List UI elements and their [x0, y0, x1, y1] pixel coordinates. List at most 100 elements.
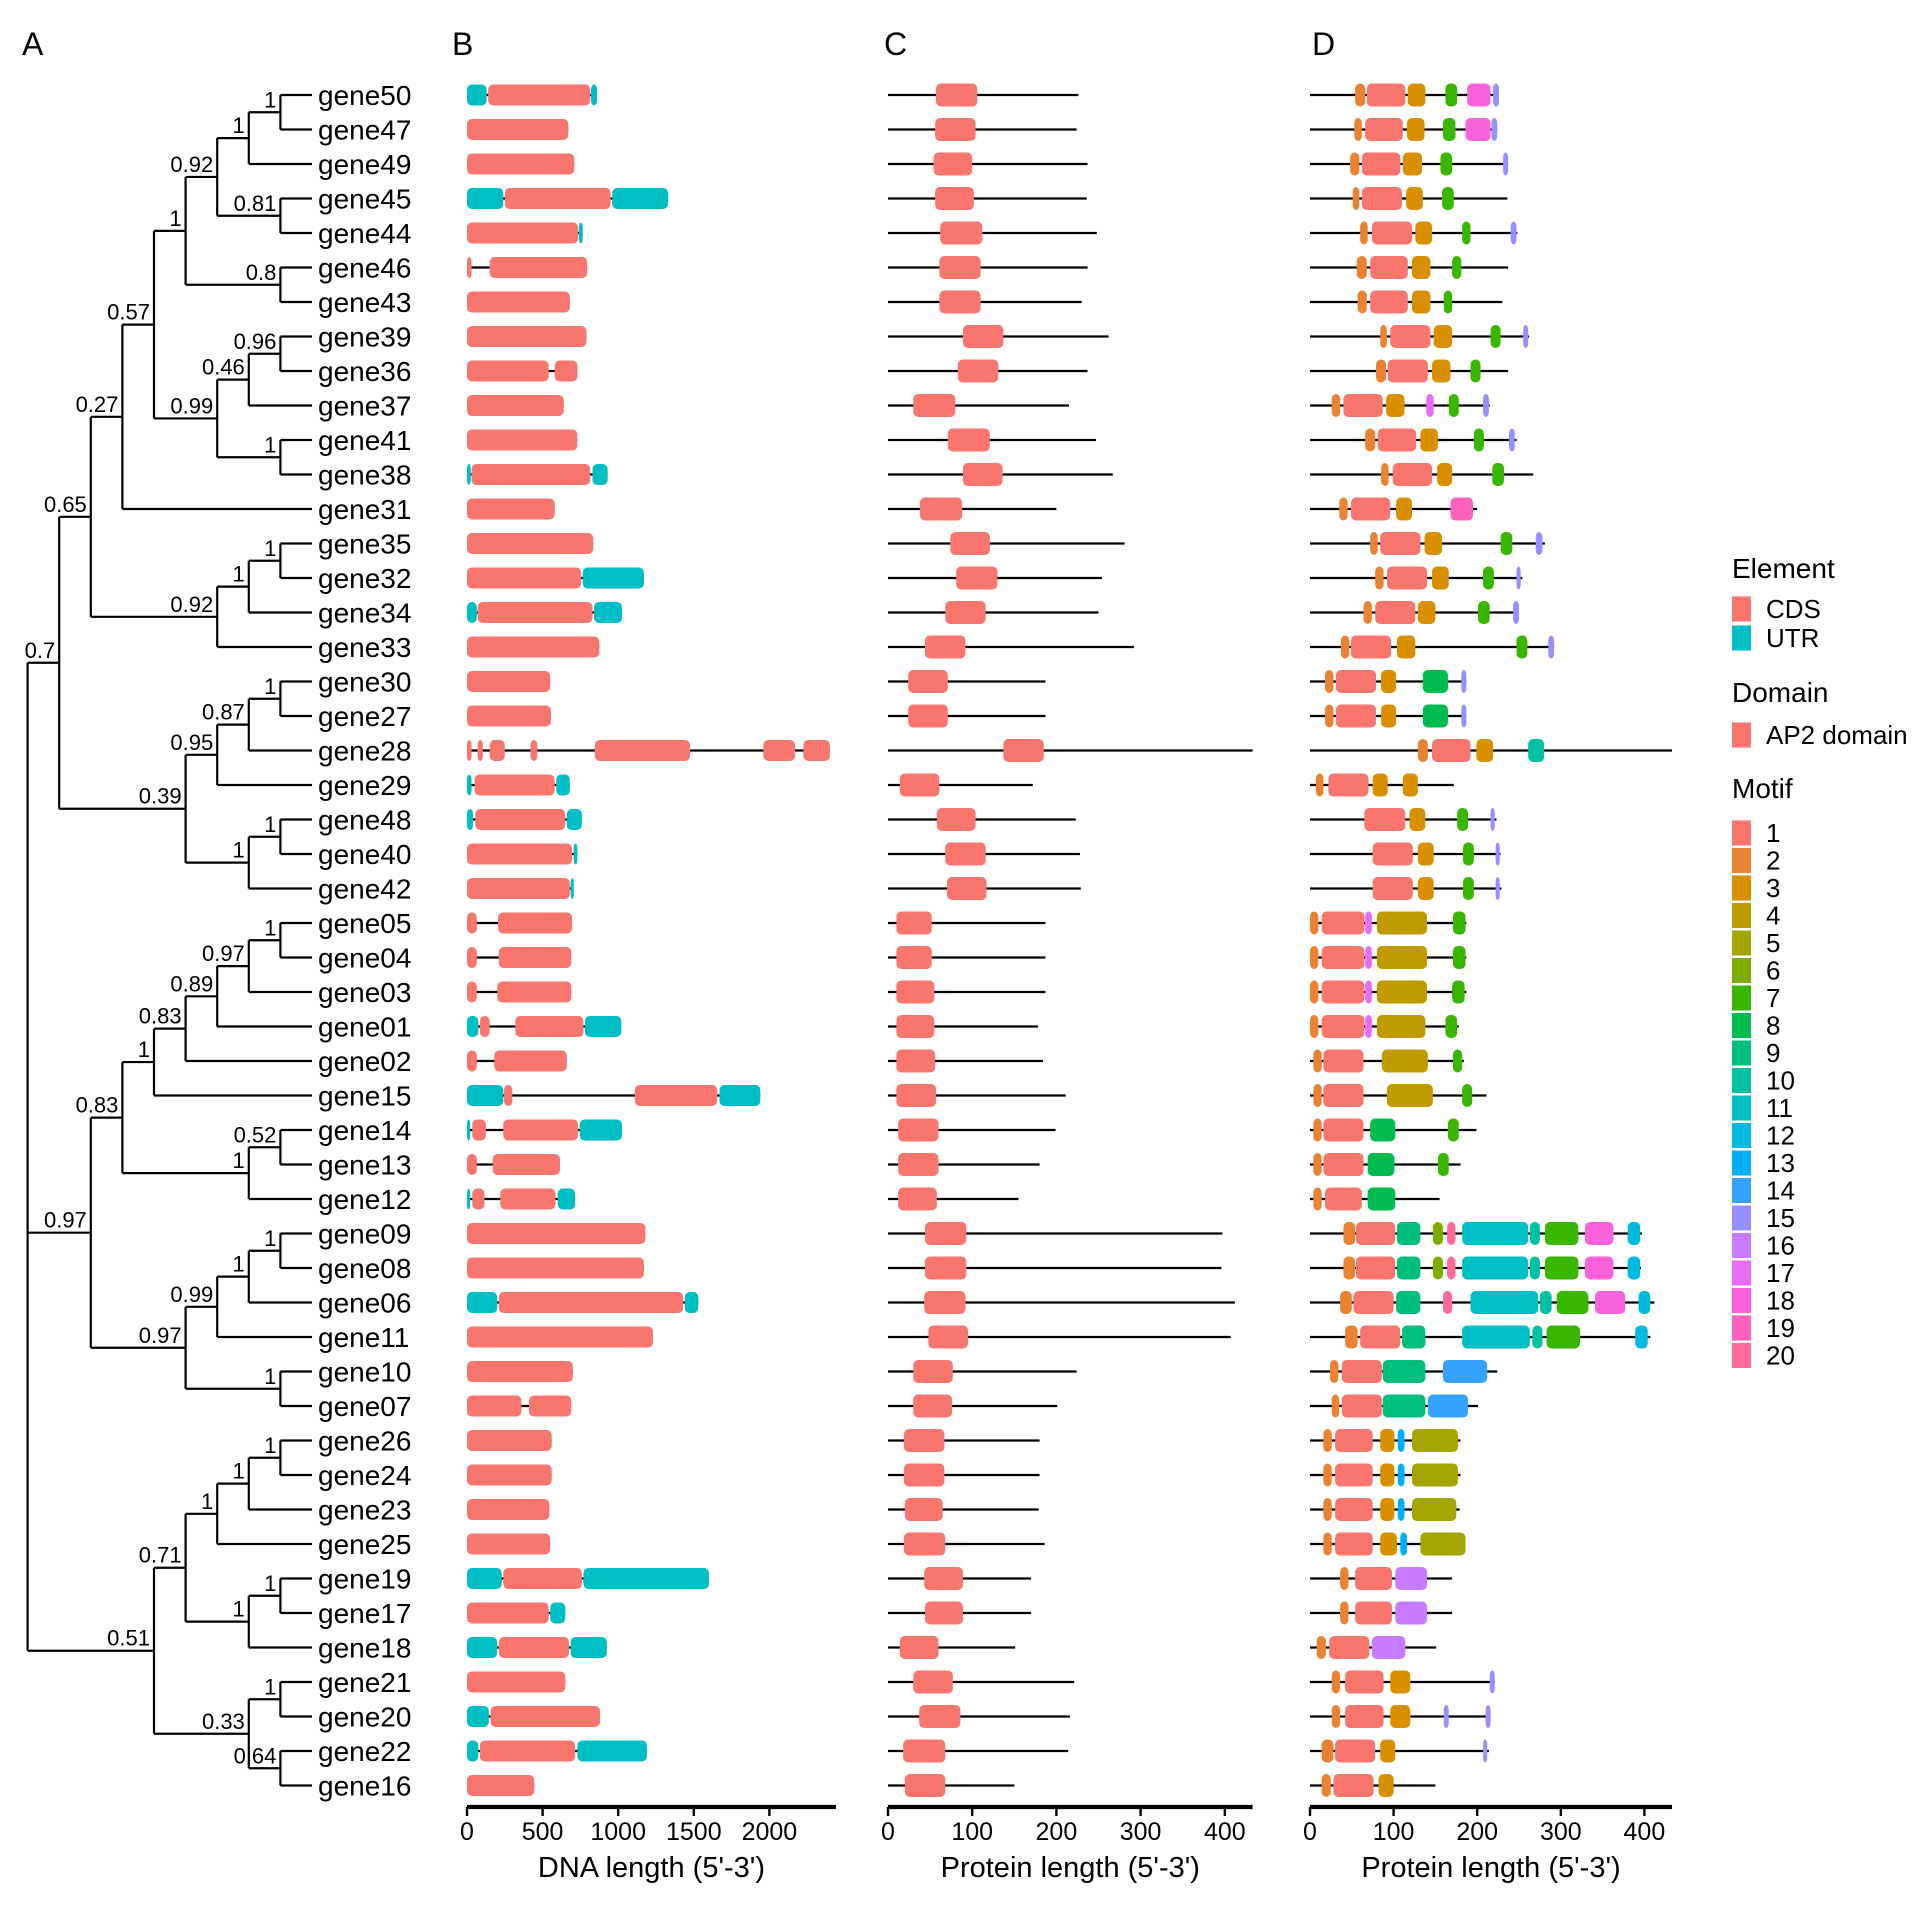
- motif-block-2: [1381, 463, 1389, 486]
- motif-block-17: [1365, 911, 1372, 935]
- dna-row-gene47: [467, 119, 569, 140]
- motif-block-3: [1402, 152, 1423, 176]
- motif-block-15: [1443, 1705, 1449, 1728]
- motif-block-9: [1396, 1291, 1421, 1314]
- motif-block-2: [1323, 1498, 1332, 1521]
- motif-block-7: [1442, 118, 1456, 141]
- dna-row-gene21: [467, 1671, 566, 1693]
- motif-block-15: [1489, 1670, 1495, 1694]
- motif-block-2: [1340, 1567, 1349, 1590]
- motif-block-3: [1411, 290, 1431, 314]
- legend-motif-7-swatch: [1732, 985, 1751, 1011]
- domain-row-gene43: [888, 290, 1082, 314]
- ap2-domain-block: [1003, 739, 1044, 762]
- dna-row-gene30: [467, 671, 551, 692]
- ap2-domain-block: [925, 1256, 967, 1280]
- legend-element-cds-label: CDS: [1766, 594, 1821, 624]
- legend-motif-18-label: 18: [1766, 1286, 1795, 1316]
- motif-block-7: [1447, 1118, 1459, 1142]
- motif-block-2: [1343, 1256, 1356, 1280]
- motif-block-1: [1325, 1187, 1362, 1211]
- tree-support-value: 1: [233, 562, 245, 587]
- motif-block-15: [1461, 704, 1467, 728]
- utr-segment: [467, 1292, 498, 1313]
- motif-block-18: [1585, 1256, 1614, 1280]
- axis-tick-label: 1000: [590, 1818, 646, 1846]
- motif-block-3: [1380, 1739, 1396, 1763]
- cds-segment: [467, 636, 600, 658]
- motif-block-1: [1387, 359, 1428, 383]
- motif-block-6: [1432, 1222, 1443, 1245]
- utr-segment: [467, 1637, 498, 1658]
- tree-leaf-label-gene04: gene04: [318, 943, 411, 974]
- motif-block-1: [1323, 1084, 1364, 1107]
- utr-segment: [467, 1188, 471, 1210]
- cds-segment: [467, 1671, 566, 1693]
- dna-row-gene24: [467, 1464, 552, 1486]
- dna-row-gene50: [467, 84, 598, 106]
- motif-block-1: [1360, 1325, 1401, 1349]
- tree-leaf-label-gene34: gene34: [318, 598, 411, 629]
- dna-row-gene37: [467, 395, 564, 416]
- tree-support-value: 0.46: [202, 355, 245, 380]
- tree-leaf-label-gene17: gene17: [318, 1598, 411, 1629]
- domain-row-gene42: [888, 877, 1081, 900]
- motif-block-9: [1382, 1360, 1426, 1383]
- motif-block-7: [1443, 290, 1453, 314]
- motif-block-7: [1452, 946, 1466, 969]
- motif-block-1: [1366, 83, 1406, 107]
- motif-block-9: [1396, 1222, 1421, 1245]
- ap2-domain-block: [924, 1291, 966, 1314]
- dna-row-gene13: [467, 1154, 560, 1175]
- domain-row-gene10: [888, 1360, 1077, 1383]
- motif-block-7: [1452, 1049, 1463, 1073]
- ap2-domain-block: [950, 532, 990, 555]
- motif-block-1: [1432, 739, 1471, 762]
- utr-segment: [467, 1740, 479, 1762]
- cds-segment: [477, 740, 483, 761]
- tree-leaf-label-gene33: gene33: [318, 632, 411, 663]
- ap2-domain-block: [925, 635, 966, 659]
- motif-block-12: [1638, 1291, 1651, 1314]
- dna-row-gene39: [467, 326, 587, 347]
- cds-segment: [467, 1395, 522, 1417]
- cds-segment: [467, 326, 587, 347]
- motif-block-1: [1361, 152, 1401, 176]
- motif-block-1: [1321, 911, 1365, 935]
- legend-motif-4-swatch: [1732, 903, 1751, 928]
- motif-block-1: [1335, 1463, 1373, 1487]
- motif-block-2: [1310, 946, 1319, 969]
- tree-support-value: 0.92: [170, 152, 213, 177]
- dna-row-gene20: [467, 1706, 601, 1727]
- motif-block-18: [1465, 118, 1491, 141]
- dna-row-gene43: [467, 291, 570, 313]
- motif-row-gene10: [1310, 1360, 1498, 1383]
- utr-segment: [467, 464, 471, 485]
- axis-tick-label: 1500: [666, 1818, 722, 1846]
- motif-block-8: [1367, 1187, 1396, 1211]
- tree-leaf-label-gene46: gene46: [318, 253, 411, 284]
- tree-support-value: 0.95: [170, 730, 213, 755]
- cds-segment: [467, 981, 477, 1003]
- ap2-domain-block: [899, 1636, 939, 1659]
- ap2-domain-block: [908, 670, 948, 693]
- dna-row-gene16: [467, 1775, 535, 1796]
- cds-segment: [467, 1154, 477, 1175]
- motif-block-10: [1528, 739, 1545, 762]
- tree-leaf-label-gene50: gene50: [318, 80, 411, 111]
- motif-block-16: [1371, 1636, 1406, 1659]
- utr-segment: [573, 843, 578, 865]
- motif-block-3: [1417, 842, 1434, 866]
- cds-segment: [594, 740, 691, 761]
- motif-block-3: [1406, 118, 1425, 141]
- motif-block-3: [1437, 463, 1453, 486]
- cds-segment: [497, 912, 573, 934]
- tree-leaf-label-gene45: gene45: [318, 184, 411, 215]
- dna-axis: 0 500 1000 1500 2000 DNA length (5'-3'): [460, 1804, 836, 1884]
- ap2-domain-block: [896, 1049, 936, 1073]
- cds-segment: [479, 1740, 576, 1762]
- motif-block-8: [1422, 704, 1448, 728]
- legend-domain-ap2-label: AP2 domain: [1766, 720, 1908, 750]
- legend-motif-11-label: 11: [1766, 1093, 1793, 1123]
